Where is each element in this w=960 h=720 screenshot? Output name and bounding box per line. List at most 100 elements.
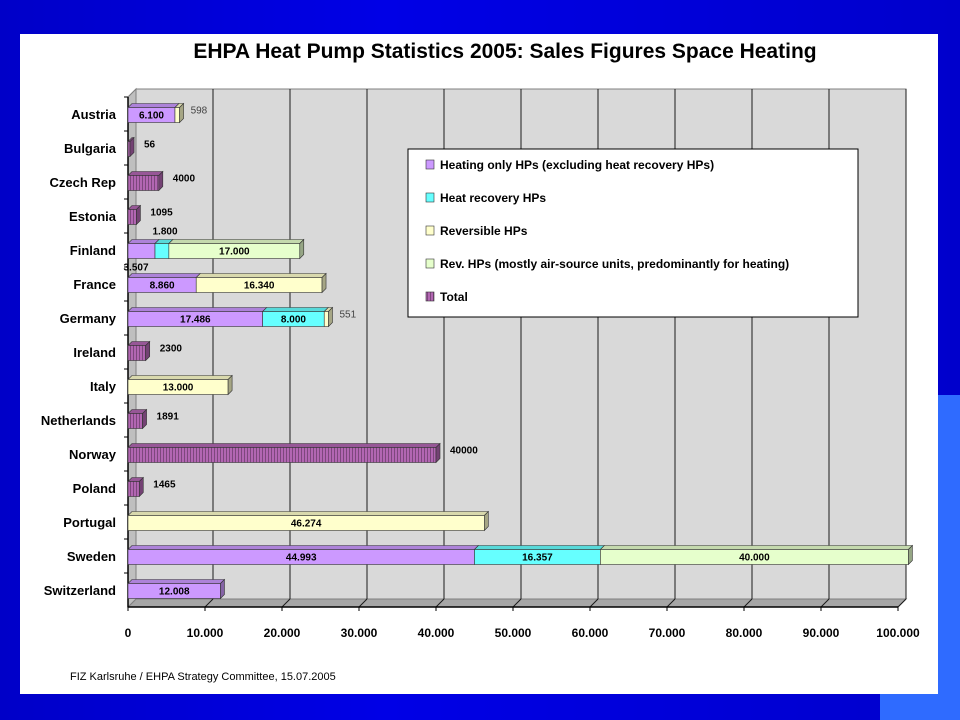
- data-label: 8.860: [150, 281, 175, 292]
- legend-entry: Heating only HPs (excluding heat recover…: [440, 158, 714, 172]
- category-label: Germany: [60, 311, 117, 326]
- legend-entry: Reversible HPs: [440, 224, 528, 238]
- x-tick-label: 90.000: [803, 626, 840, 640]
- bar-end-face: [484, 510, 489, 532]
- bar-top-face: [127, 103, 180, 108]
- gridline-floor: [204, 598, 214, 608]
- category-label: Switzerland: [44, 583, 116, 598]
- bar-end-face: [145, 340, 151, 362]
- bar-top-face: [127, 579, 226, 584]
- category-label: Italy: [90, 379, 117, 394]
- source-note: FIZ Karlsruhe / EHPA Strategy Committee,…: [70, 671, 336, 683]
- data-label: 40.000: [739, 553, 770, 564]
- legend: Heating only HPs (excluding heat recover…: [407, 148, 859, 318]
- data-label: 56: [144, 140, 156, 151]
- accent-bar-bottom: [880, 694, 960, 720]
- data-label: 44.993: [286, 553, 317, 564]
- data-label: 46.274: [291, 519, 322, 530]
- x-tick-label: 10.000: [187, 626, 224, 640]
- category-label: Czech Rep: [50, 175, 117, 190]
- category-label: Finland: [70, 243, 116, 258]
- bar-top-face: [127, 273, 201, 278]
- gridline-floor: [435, 598, 445, 608]
- data-label: 17.000: [219, 247, 250, 258]
- gridline-floor: [820, 598, 830, 608]
- gridline-floor: [281, 598, 291, 608]
- bar-top-face: [168, 239, 305, 244]
- bar-top-face: [127, 171, 164, 176]
- bar-end-face: [328, 306, 333, 328]
- data-label: 2300: [160, 344, 183, 355]
- bar-end-face: [220, 578, 225, 600]
- bar-end-face: [129, 136, 135, 158]
- data-label: 8.000: [281, 315, 306, 326]
- category-label: Sweden: [67, 549, 116, 564]
- bar-end-face: [227, 374, 233, 396]
- legend-entry: Heat recovery HPs: [440, 191, 546, 205]
- bar-end-face: [299, 238, 305, 260]
- category-label: Poland: [73, 481, 116, 496]
- bar-segment: [127, 481, 140, 497]
- gridline-floor: [743, 598, 753, 608]
- bar-end-face: [179, 102, 184, 124]
- legend-swatch: [425, 192, 435, 203]
- bar-top-face: [127, 239, 160, 244]
- bar-top-face: [195, 273, 327, 278]
- data-label: 3.507: [123, 263, 148, 274]
- chart-title: EHPA Heat Pump Statistics 2005: Sales Fi…: [193, 40, 816, 63]
- bar-top-face: [473, 545, 606, 550]
- bar-segment: [127, 175, 160, 191]
- data-label: 12.008: [159, 587, 190, 598]
- bar-end-face: [158, 170, 164, 192]
- gridline-floor: [358, 598, 368, 608]
- category-label: Netherlands: [41, 413, 116, 428]
- category-label: Bulgaria: [64, 141, 117, 156]
- data-label: 1095: [150, 208, 173, 219]
- category-label: Estonia: [69, 209, 117, 224]
- data-label: 40000: [450, 446, 478, 457]
- x-tick-label: 0: [125, 626, 132, 640]
- x-tick-label: 70.000: [649, 626, 686, 640]
- bar-end-face: [908, 544, 913, 566]
- data-label: 13.000: [163, 383, 194, 394]
- bar-segment: [127, 243, 156, 259]
- gridline-floor: [512, 598, 522, 608]
- x-tick-label: 50.000: [495, 626, 532, 640]
- bar-top-face: [127, 545, 480, 550]
- x-tick-label: 30.000: [341, 626, 378, 640]
- gridline-floor: [589, 598, 599, 608]
- bar-end-face: [142, 408, 147, 430]
- gridline-floor: [666, 598, 676, 608]
- bar-top-face: [127, 511, 490, 516]
- bar-end-face: [136, 204, 141, 226]
- bar-top-face: [261, 307, 329, 312]
- data-label: 6.100: [139, 111, 164, 122]
- bar-segment: [174, 107, 180, 123]
- x-tick-label: 20.000: [264, 626, 301, 640]
- bar-end-face: [138, 476, 144, 498]
- bar-segment: [127, 209, 137, 225]
- bar-segment: [127, 413, 143, 429]
- data-label: 1465: [153, 480, 176, 491]
- category-label: Portugal: [63, 515, 116, 530]
- accent-bar-right: [938, 395, 960, 720]
- bar-segment: [323, 311, 329, 327]
- bar-top-face: [127, 307, 268, 312]
- x-tick-label: 100.000: [876, 626, 920, 640]
- bar-end-face: [435, 442, 441, 464]
- legend-entry: Rev. HPs (mostly air-source units, predo…: [440, 257, 789, 271]
- gridline-floor: [897, 598, 907, 608]
- data-label: 1891: [157, 412, 180, 423]
- legend-swatch: [425, 225, 435, 236]
- category-label: France: [73, 277, 116, 292]
- data-label: 17.486: [180, 315, 211, 326]
- legend-swatch: [425, 159, 435, 170]
- legend-swatch: [425, 291, 435, 302]
- category-label: Ireland: [73, 345, 116, 360]
- bar-top-face: [127, 375, 233, 380]
- category-label: Austria: [71, 107, 117, 122]
- bar-top-face: [599, 545, 914, 550]
- bar-segment: [127, 345, 147, 361]
- data-label: 16.357: [522, 553, 553, 564]
